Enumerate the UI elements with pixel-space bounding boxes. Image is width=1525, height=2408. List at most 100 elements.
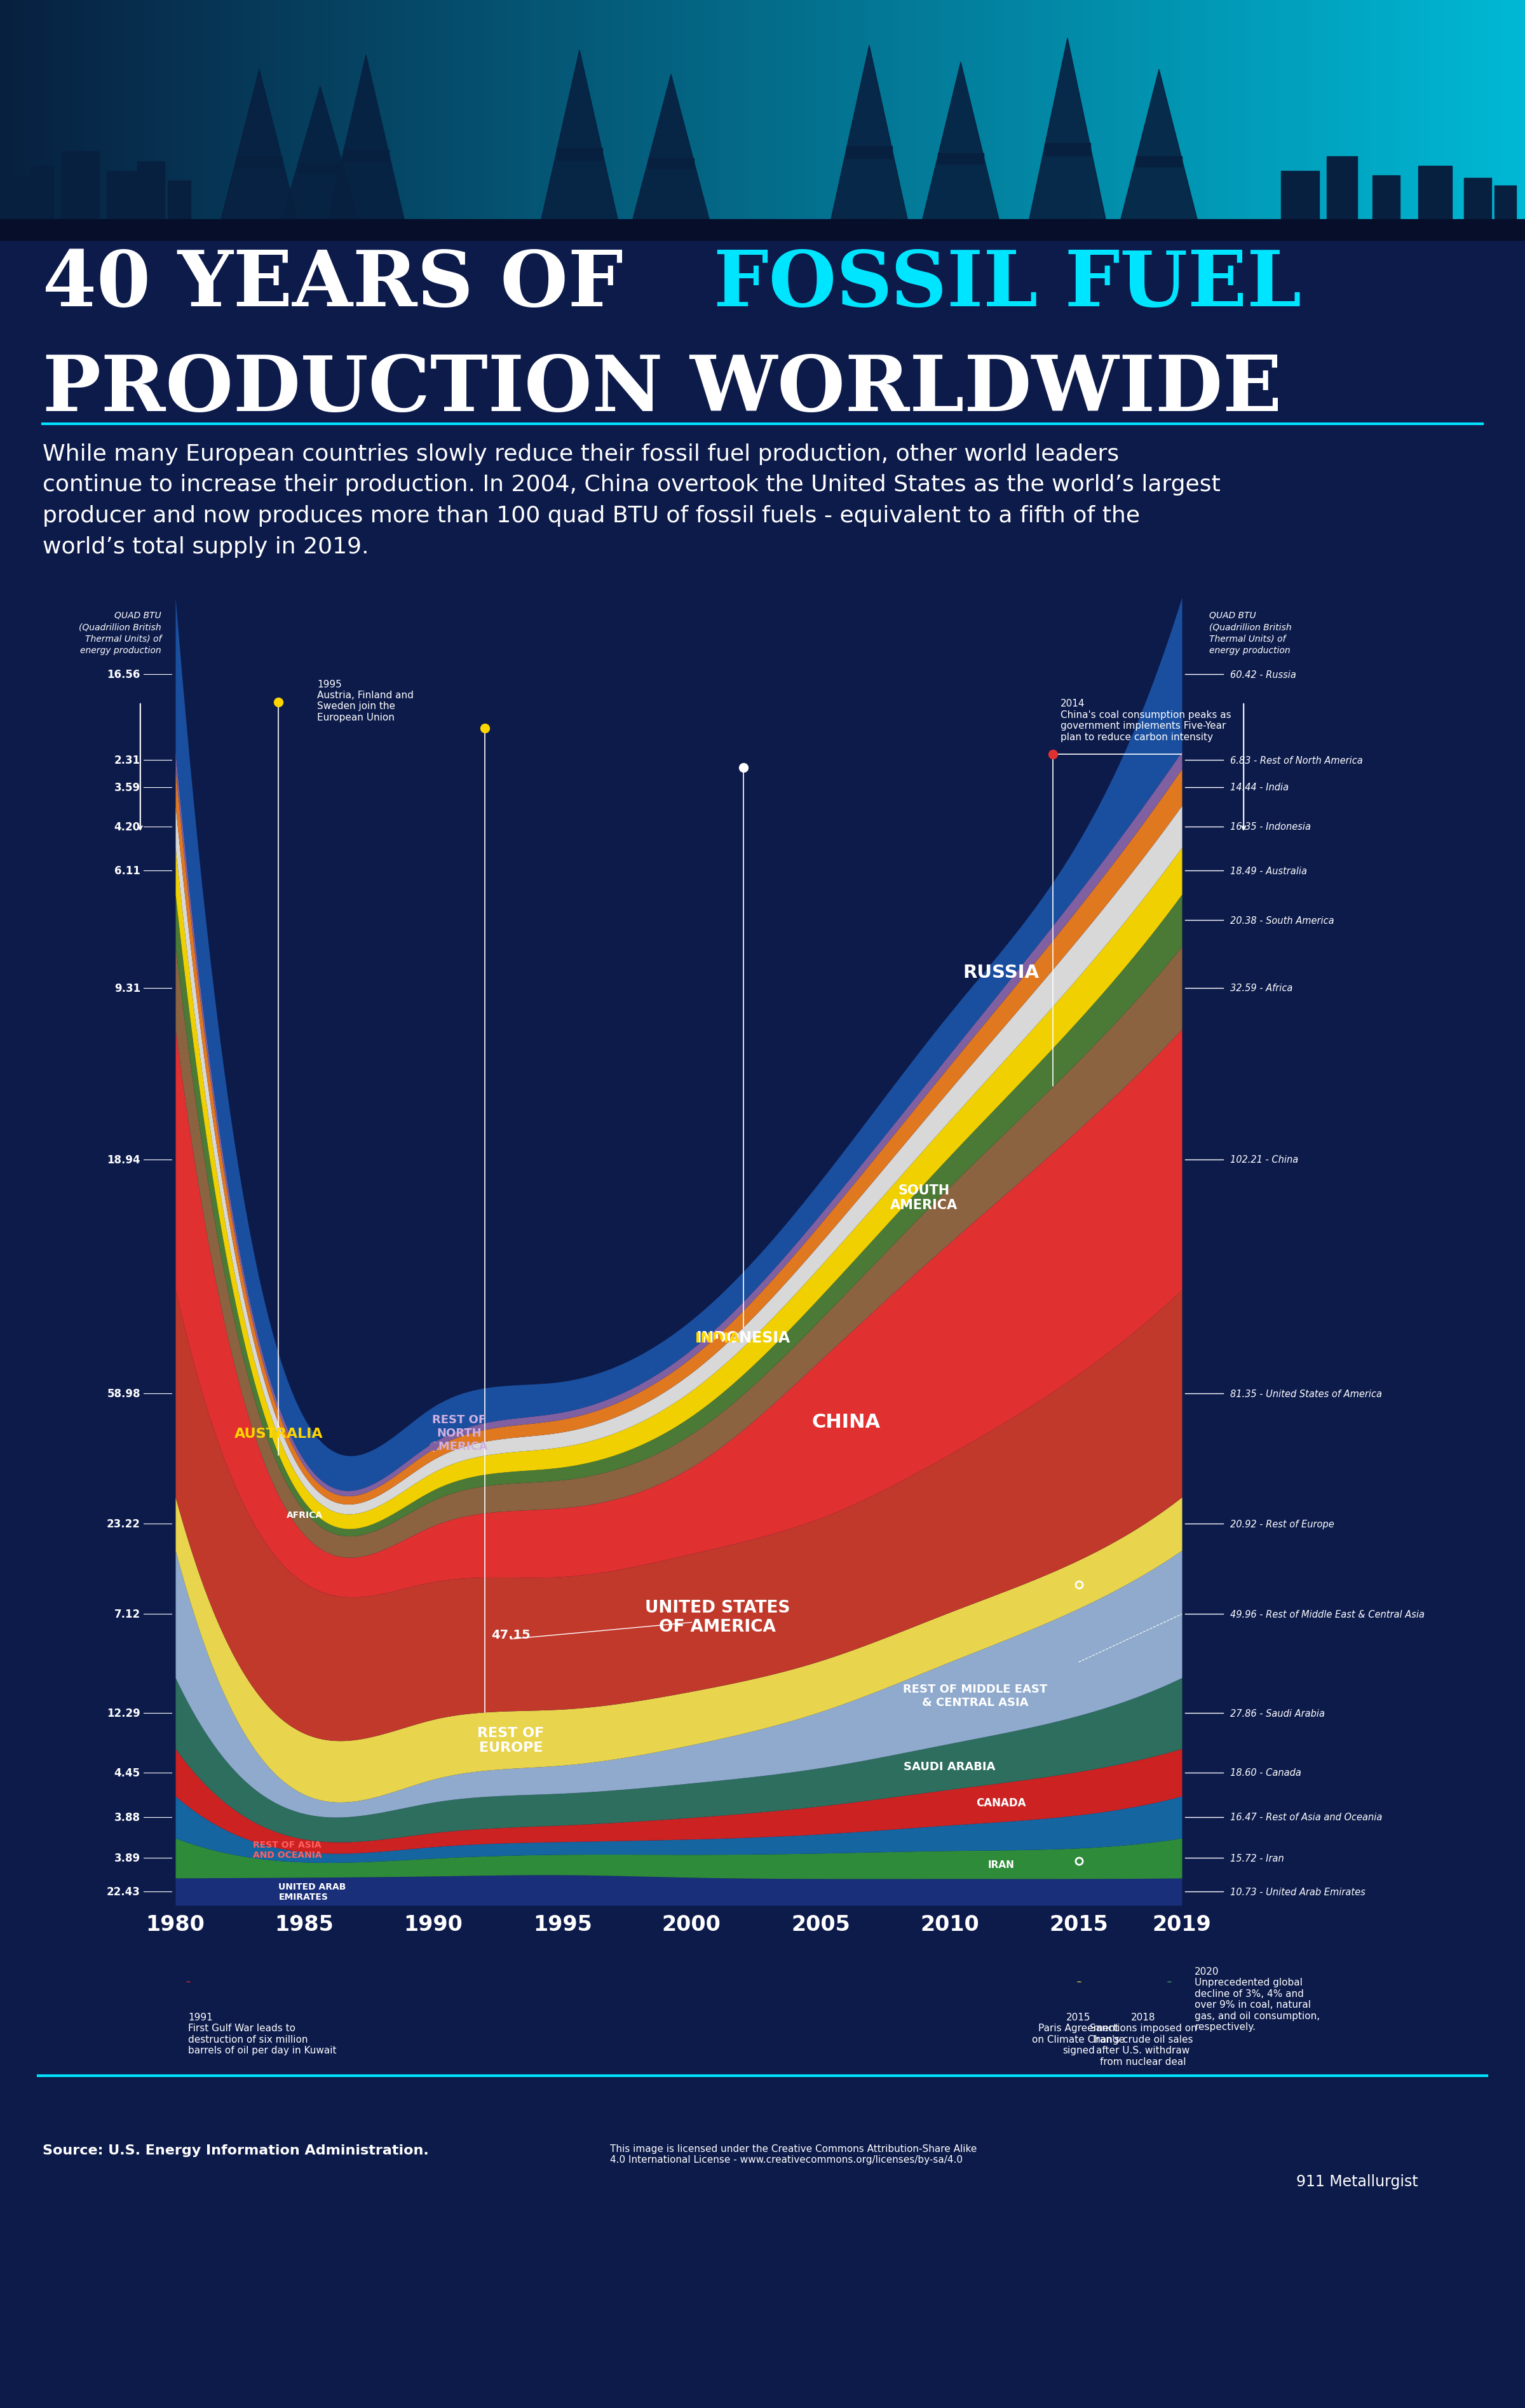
Polygon shape	[282, 87, 358, 219]
Polygon shape	[221, 70, 297, 219]
Polygon shape	[541, 51, 618, 219]
Text: SOUTH
AMERICA: SOUTH AMERICA	[891, 1185, 958, 1211]
Text: REST OF ASIA
AND OCEANIA: REST OF ASIA AND OCEANIA	[253, 1840, 322, 1859]
Text: While many European countries slowly reduce their fossil fuel production, other : While many European countries slowly red…	[43, 443, 1220, 559]
Polygon shape	[30, 166, 53, 219]
Text: 2019: 2019	[1153, 1914, 1211, 1936]
Text: IRAN: IRAN	[988, 1859, 1014, 1869]
Text: 2014
China's coal consumption peaks as
government implements Five-Year
plan to r: 2014 China's coal consumption peaks as g…	[1060, 698, 1231, 742]
Text: 18.49 - Australia: 18.49 - Australia	[1229, 867, 1307, 877]
Text: 102.21 - China: 102.21 - China	[1229, 1156, 1298, 1165]
Text: 10.73 - United Arab Emirates: 10.73 - United Arab Emirates	[1229, 1888, 1365, 1898]
Polygon shape	[0, 176, 30, 219]
Text: 2015
Paris Agreement
on Climate Change
signed: 2015 Paris Agreement on Climate Change s…	[1032, 2013, 1125, 2054]
Text: UNITED STATES
OF AMERICA: UNITED STATES OF AMERICA	[645, 1599, 790, 1635]
Polygon shape	[1136, 157, 1182, 166]
Text: 16.56: 16.56	[107, 669, 140, 681]
Polygon shape	[61, 152, 99, 219]
Text: 27.86 - Saudi Arabia: 27.86 - Saudi Arabia	[1229, 1710, 1325, 1719]
Text: 18.94: 18.94	[107, 1153, 140, 1165]
Text: 3.88: 3.88	[114, 1811, 140, 1823]
Polygon shape	[923, 63, 999, 219]
Polygon shape	[1464, 178, 1491, 219]
Text: Source: U.S. Energy Information Administration.: Source: U.S. Energy Information Administ…	[43, 2143, 429, 2158]
Text: 58.98: 58.98	[107, 1387, 140, 1399]
Polygon shape	[1372, 176, 1400, 219]
Text: 2020
Unprecedented global
decline of 3%, 4% and
over 9% in coal, natural
gas, an: 2020 Unprecedented global decline of 3%,…	[1194, 1967, 1321, 2032]
Text: QUAD BTU
(Quadrillion British
Thermal Units) of
energy production: QUAD BTU (Quadrillion British Thermal Un…	[1209, 612, 1292, 655]
Text: 3.89: 3.89	[114, 1852, 140, 1864]
Polygon shape	[236, 157, 282, 166]
Text: AFRICA: AFRICA	[287, 1510, 323, 1519]
Polygon shape	[343, 152, 389, 161]
Polygon shape	[1281, 171, 1319, 219]
Text: AUSTRALIA: AUSTRALIA	[235, 1428, 323, 1440]
Polygon shape	[938, 154, 984, 164]
Polygon shape	[1327, 157, 1357, 219]
Text: 14.44 - India: 14.44 - India	[1229, 783, 1289, 792]
Text: 32.59 - Africa: 32.59 - Africa	[1229, 982, 1292, 992]
Polygon shape	[1045, 144, 1090, 157]
Text: 911 Metallurgist: 911 Metallurgist	[1296, 2174, 1418, 2189]
Text: 49.96 - Rest of Middle East & Central Asia: 49.96 - Rest of Middle East & Central As…	[1229, 1609, 1424, 1618]
Text: CANADA: CANADA	[976, 1796, 1026, 1808]
Polygon shape	[1121, 70, 1197, 219]
Text: REST OF MIDDLE EAST
& CENTRAL ASIA: REST OF MIDDLE EAST & CENTRAL ASIA	[903, 1683, 1048, 1707]
Text: 81.35 - United States of America: 81.35 - United States of America	[1229, 1389, 1382, 1399]
Text: 6.83 - Rest of North America: 6.83 - Rest of North America	[1229, 756, 1362, 766]
Text: 1995: 1995	[532, 1914, 592, 1936]
Text: 1991
First Gulf War leads to
destruction of six million
barrels of oil per day i: 1991 First Gulf War leads to destruction…	[188, 2013, 337, 2054]
Text: QUAD BTU
(Quadrillion British
Thermal Units) of
energy production: QUAD BTU (Quadrillion British Thermal Un…	[79, 612, 162, 655]
Text: UNITED ARAB
EMIRATES: UNITED ARAB EMIRATES	[279, 1883, 346, 1902]
Text: PRODUCTION WORLDWIDE: PRODUCTION WORLDWIDE	[43, 352, 1283, 426]
Text: 2015: 2015	[1049, 1914, 1109, 1936]
Text: 2005: 2005	[791, 1914, 849, 1936]
Polygon shape	[328, 55, 404, 219]
Text: REST OF
EUROPE: REST OF EUROPE	[477, 1727, 544, 1753]
Text: INDIA: INDIA	[695, 1332, 740, 1344]
Text: FOSSIL FUEL: FOSSIL FUEL	[714, 248, 1301, 323]
Text: 2000: 2000	[662, 1914, 721, 1936]
Polygon shape	[1494, 185, 1516, 219]
Text: SAUDI ARABIA: SAUDI ARABIA	[904, 1760, 996, 1772]
Text: 3.59: 3.59	[114, 783, 140, 792]
Text: 20.38 - South America: 20.38 - South America	[1229, 915, 1334, 925]
Text: 40 YEARS OF: 40 YEARS OF	[43, 248, 650, 323]
Polygon shape	[1418, 166, 1452, 219]
Text: 12.29: 12.29	[107, 1707, 140, 1719]
Text: 2018
Sanctions imposed on
Iran's crude oil sales
after U.S. withdraw
from nuclea: 2018 Sanctions imposed on Iran's crude o…	[1089, 2013, 1197, 2066]
Text: 16.35 - Indonesia: 16.35 - Indonesia	[1229, 821, 1310, 831]
Polygon shape	[168, 181, 191, 219]
Text: 6.11: 6.11	[114, 864, 140, 877]
Polygon shape	[648, 159, 694, 169]
Text: This image is licensed under the Creative Commons Attribution-Share Alike
4.0 In: This image is licensed under the Creativ…	[610, 2143, 978, 2165]
Text: 1995
Austria, Finland and
Sweden join the
European Union: 1995 Austria, Finland and Sweden join th…	[317, 679, 413, 722]
Text: 15.72 - Iran: 15.72 - Iran	[1229, 1854, 1284, 1864]
Polygon shape	[297, 164, 343, 173]
Text: 4.45: 4.45	[114, 1767, 140, 1777]
Text: 18.60 - Canada: 18.60 - Canada	[1229, 1767, 1301, 1777]
Text: 60.42 - Russia: 60.42 - Russia	[1229, 669, 1296, 679]
Polygon shape	[137, 161, 165, 219]
Text: REST OF
NORTH
AMERICA: REST OF NORTH AMERICA	[430, 1413, 488, 1452]
Text: 1980: 1980	[146, 1914, 204, 1936]
Text: RUSSIA: RUSSIA	[964, 963, 1040, 980]
Text: 2010: 2010	[920, 1914, 979, 1936]
Polygon shape	[557, 149, 602, 161]
Text: 16.47 - Rest of Asia and Oceania: 16.47 - Rest of Asia and Oceania	[1229, 1813, 1382, 1823]
Text: INDONESIA: INDONESIA	[695, 1329, 790, 1346]
Text: 9.31: 9.31	[114, 982, 140, 995]
Text: 1990: 1990	[404, 1914, 464, 1936]
Polygon shape	[846, 147, 892, 159]
Text: 47.15: 47.15	[491, 1628, 531, 1640]
Text: 23.22: 23.22	[107, 1517, 140, 1529]
Text: 22.43: 22.43	[107, 1885, 140, 1898]
Text: 20.92 - Rest of Europe: 20.92 - Rest of Europe	[1229, 1519, 1334, 1529]
Polygon shape	[831, 46, 907, 219]
Text: 4.20: 4.20	[114, 821, 140, 833]
Polygon shape	[1029, 39, 1106, 219]
Polygon shape	[107, 171, 137, 219]
Text: CHINA: CHINA	[811, 1413, 881, 1430]
Polygon shape	[633, 75, 709, 219]
Text: 2.31: 2.31	[114, 754, 140, 766]
